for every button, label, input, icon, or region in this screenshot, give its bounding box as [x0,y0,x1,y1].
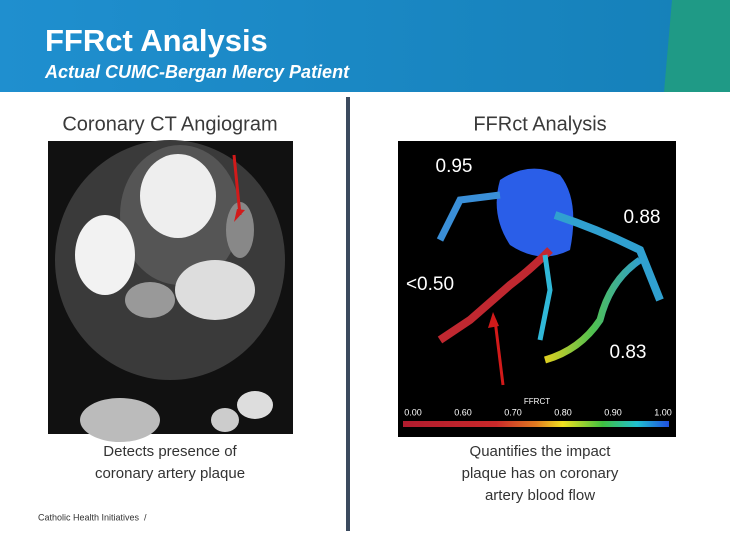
colorbar-tick-label: 0.00 [404,407,422,417]
footer: Catholic Health Initiatives / [38,512,147,522]
right-caption: artery blood flow [485,487,595,504]
colorbar-tick-label: 0.60 [454,407,472,417]
ct-image [48,140,293,442]
image-label: <0.50 [406,274,454,295]
colorbar-tick-label: 1.00 [654,407,672,417]
left-caption: Detects presence of [103,443,237,460]
ffrct-image: 0.95 0.88 <0.50 0.83 FFRCT 0.00 0.60 0.70 0… [398,141,676,437]
left-caption: coronary artery plaque [95,465,245,482]
colorbar-title: FFRCT [524,397,550,406]
colorbar-tick-label: 0.70 [504,407,522,417]
right-caption: Quantifies the impact [470,443,612,460]
colorbar-ticks: 0.00 0.60 0.70 0.80 0.90 1.00 [404,407,672,417]
right-heading: FFRct Analysis [473,113,606,135]
image-label: 0.88 [624,207,661,228]
right-caption: plaque has on coronary [462,465,619,482]
title: FFRct Analysis [45,23,268,58]
image-label: 0.95 [436,156,473,177]
header-accent [664,0,730,92]
colorbar-tick-label: 0.90 [604,407,622,417]
header-band [0,0,730,92]
left-heading: Coronary CT Angiogram [62,113,277,135]
subtitle: Actual CUMC-Bergan Mercy Patient [44,62,350,82]
colorbar-tick-label: 0.80 [554,407,572,417]
image-label: 0.83 [610,342,647,363]
